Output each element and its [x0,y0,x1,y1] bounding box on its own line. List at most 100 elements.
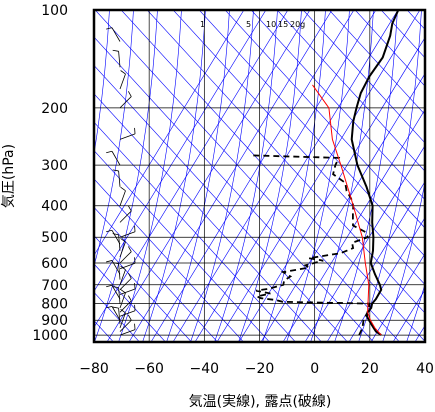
moist-adiabat-line [142,10,206,342]
wind-barb-flag [128,272,132,279]
x-axis-label: 気温(実線), 露点(破線) [189,394,332,410]
dry-adiabat-line [198,10,425,257]
isopleth-lines [94,10,425,342]
y-tick-label: 300 [41,158,68,174]
wind-barb [119,210,132,223]
mixing-ratio-label: 20g [290,20,305,29]
moist-adiabat-line [382,180,425,342]
y-tick-label: 1000 [32,328,68,344]
wind-barb [119,133,136,140]
wind-barb [118,308,121,325]
moist-adiabat-line [406,282,425,342]
wind-barb-flag [106,27,113,30]
isotherm-line [94,10,267,292]
y-tick-label: 600 [41,256,68,272]
x-axis-ticks: −80 −60 −40 −20 0 20 40 [79,361,434,377]
wind-barb [119,329,136,336]
wind-barbs [106,10,136,336]
dry-adiabat-line [172,10,425,286]
wind-barb [119,278,132,290]
dry-adiabat-line [94,36,374,342]
wind-barb-flag [128,91,132,97]
mixing-ratio-label: 10 [266,20,276,29]
y-tick-label: 200 [41,101,68,117]
wind-barb-flag [106,229,113,233]
dry-adiabat-line [224,10,425,229]
wind-barb [118,170,121,187]
wind-barb-flag [112,169,119,172]
wind-barb-flag [112,49,119,52]
moist-adiabat-line [94,10,110,156]
y-tick-label: 500 [41,230,68,246]
wind-barb [111,27,121,42]
x-tick-label: 40 [416,361,434,377]
isotherm-line [414,325,425,342]
wind-barb [119,319,132,332]
moist-adiabat-line [238,10,302,342]
wind-barb [111,230,121,245]
wind-barb [119,288,136,295]
wind-barb-flag [112,286,119,289]
wind-barb-flag [112,306,119,309]
dry-adiabat-line [94,65,348,342]
moist-adiabat-line [286,10,350,342]
wind-barb [119,96,132,109]
wind-barb [119,292,126,309]
dry-adiabat-line [94,263,166,342]
moist-adiabat-line [310,10,374,342]
parcel-line [312,84,382,336]
moist-adiabat-line [334,10,398,342]
y-tick-label: 700 [41,278,68,294]
moist-adiabat-line [94,10,158,342]
wind-barb [119,269,126,285]
dry-adiabat-line [94,150,270,342]
dry-adiabat-line [406,10,425,30]
y-axis-label: 気圧(hPa) [1,144,17,208]
isotherm-line [194,10,399,342]
x-tick-label: −80 [79,361,109,377]
dry-adiabat-line [94,93,322,342]
wind-barb [119,262,136,270]
isotherm-line [348,217,425,342]
dewpoint-line [252,154,371,336]
isotherm-line [260,73,425,342]
y-tick-label: 100 [41,3,68,19]
wind-barb-flag [106,150,113,154]
wind-barb [119,310,136,317]
wind-barb [119,73,126,90]
isotherm-line [304,145,425,342]
wind-barb [111,151,121,166]
isotherm-line [216,10,421,342]
isotherm-line [94,10,245,256]
y-tick-label: 400 [41,199,68,215]
dry-adiabat-line [146,10,425,314]
wind-barb [111,260,121,275]
dry-adiabat-line [94,206,218,342]
dry-adiabat-line [94,178,244,342]
wind-barb [118,287,121,304]
wind-barb [119,251,132,264]
wind-barb [118,263,121,280]
x-tick-label: 20 [361,361,379,377]
y-tick-label: 900 [41,313,68,329]
wind-barb-flag [128,246,132,252]
wind-barb-flag [106,284,113,288]
isotherm-line [128,10,333,342]
mixing-ratio-labels: 1 5 10 15 20g [200,20,305,29]
y-tick-label: 800 [41,297,68,313]
moist-adiabat-line [118,10,182,342]
x-tick-label: −20 [245,361,275,377]
wind-barb-flag [128,314,132,321]
dry-adiabat-line [328,10,425,115]
wind-barb [119,312,126,329]
dry-adiabat-line [94,10,400,342]
moist-adiabat-line [262,10,326,342]
isotherm-line [238,37,425,342]
dry-adiabat-line [276,10,425,172]
wind-barb [118,51,121,68]
dry-adiabat-line [250,10,425,201]
isotherm-line [94,10,289,328]
isotherm-line [392,289,425,342]
moist-adiabat-line [166,10,230,342]
wind-barb [119,241,126,258]
